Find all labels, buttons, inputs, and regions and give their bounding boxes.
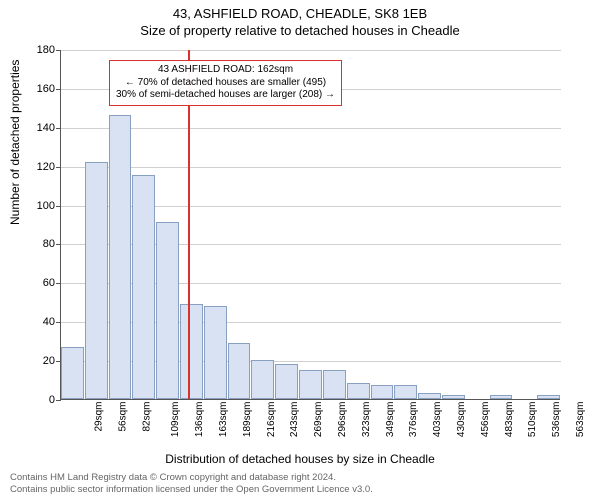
x-axis-label: Distribution of detached houses by size …	[0, 452, 600, 466]
xtick-label: 323sqm	[361, 402, 372, 438]
xtick-label: 189sqm	[242, 402, 253, 438]
xtick-label: 403sqm	[432, 402, 443, 438]
annotation-line: 30% of semi-detached houses are larger (…	[116, 89, 335, 102]
ytick-mark	[56, 89, 61, 90]
histogram-bar	[371, 385, 394, 399]
histogram-bar	[85, 162, 108, 399]
histogram-bar	[180, 304, 203, 399]
xtick-label: 243sqm	[289, 402, 300, 438]
xtick-label: 430sqm	[456, 402, 467, 438]
xtick-label: 376sqm	[409, 402, 420, 438]
gridline	[61, 167, 561, 168]
xtick-label: 349sqm	[385, 402, 396, 438]
xtick-label: 82sqm	[141, 402, 152, 432]
histogram-bar	[418, 393, 441, 399]
ytick-label: 100	[15, 200, 55, 212]
histogram-bar	[442, 395, 465, 399]
ytick-mark	[56, 50, 61, 51]
ytick-mark	[56, 322, 61, 323]
chart-area: 02040608010012014016018029sqm56sqm82sqm1…	[60, 50, 560, 400]
ytick-mark	[56, 400, 61, 401]
annotation-line: 43 ASHFIELD ROAD: 162sqm	[116, 64, 335, 77]
ytick-mark	[56, 283, 61, 284]
histogram-bar	[323, 370, 346, 399]
xtick-label: 296sqm	[337, 402, 348, 438]
xtick-label: 109sqm	[170, 402, 181, 438]
xtick-label: 483sqm	[504, 402, 515, 438]
ytick-label: 40	[15, 316, 55, 328]
histogram-bar	[275, 364, 298, 399]
ytick-label: 180	[15, 44, 55, 56]
subtitle-line: Size of property relative to detached ho…	[0, 23, 600, 38]
histogram-bar	[156, 222, 179, 399]
xtick-label: 456sqm	[480, 402, 491, 438]
xtick-label: 56sqm	[117, 402, 128, 432]
footer: Contains HM Land Registry data © Crown c…	[10, 472, 590, 496]
gridline	[61, 128, 561, 129]
ytick-label: 80	[15, 238, 55, 250]
histogram-bar	[228, 343, 251, 399]
address-line: 43, ASHFIELD ROAD, CHEADLE, SK8 1EB	[0, 6, 600, 21]
histogram-bar	[204, 306, 227, 399]
ytick-mark	[56, 128, 61, 129]
xtick-label: 29sqm	[93, 402, 104, 432]
ytick-label: 20	[15, 355, 55, 367]
ytick-mark	[56, 167, 61, 168]
annotation-box: 43 ASHFIELD ROAD: 162sqm← 70% of detache…	[109, 60, 342, 106]
ytick-label: 140	[15, 122, 55, 134]
histogram-bar	[109, 115, 132, 399]
histogram-bar	[537, 395, 560, 399]
histogram-bar	[490, 395, 513, 399]
histogram-bar	[299, 370, 322, 399]
ytick-mark	[56, 206, 61, 207]
xtick-label: 563sqm	[575, 402, 586, 438]
xtick-label: 216sqm	[266, 402, 277, 438]
histogram-bar	[61, 347, 84, 400]
histogram-bar	[251, 360, 274, 399]
ytick-label: 60	[15, 277, 55, 289]
ytick-label: 0	[15, 394, 55, 406]
footer-line-1: Contains HM Land Registry data © Crown c…	[10, 472, 590, 484]
gridline	[61, 50, 561, 51]
histogram-bar	[394, 385, 417, 399]
footer-line-2: Contains public sector information licen…	[10, 484, 590, 496]
histogram-bar	[132, 175, 155, 399]
xtick-label: 269sqm	[313, 402, 324, 438]
xtick-label: 510sqm	[528, 402, 539, 438]
ytick-label: 120	[15, 161, 55, 173]
ytick-mark	[56, 244, 61, 245]
histogram-bar	[347, 383, 370, 399]
ytick-label: 160	[15, 83, 55, 95]
xtick-label: 136sqm	[194, 402, 205, 438]
annotation-line: ← 70% of detached houses are smaller (49…	[116, 77, 335, 90]
xtick-label: 163sqm	[218, 402, 229, 438]
plot-region: 02040608010012014016018029sqm56sqm82sqm1…	[60, 50, 560, 400]
xtick-label: 536sqm	[551, 402, 562, 438]
title-block: 43, ASHFIELD ROAD, CHEADLE, SK8 1EB Size…	[0, 0, 600, 38]
